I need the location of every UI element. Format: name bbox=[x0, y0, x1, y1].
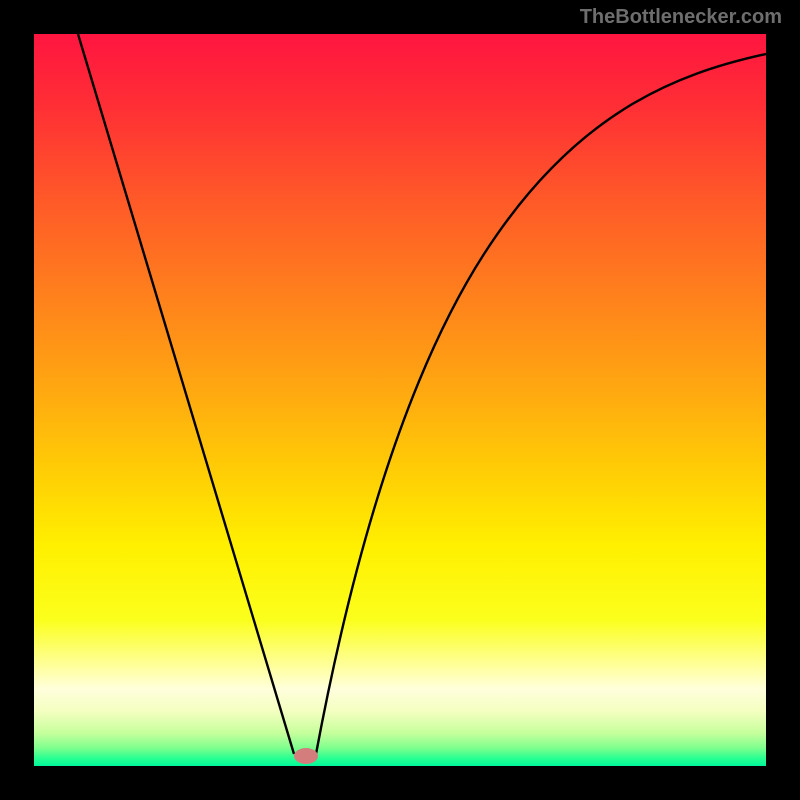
bottleneck-indicator-marker bbox=[294, 748, 318, 764]
plot-area bbox=[34, 34, 766, 766]
curve-left-segment bbox=[78, 34, 294, 754]
chart-frame: TheBottlenecker.com bbox=[0, 0, 800, 800]
curve-right-segment bbox=[316, 54, 766, 754]
watermark-text: TheBottlenecker.com bbox=[580, 6, 782, 29]
bottleneck-curve bbox=[34, 34, 766, 766]
